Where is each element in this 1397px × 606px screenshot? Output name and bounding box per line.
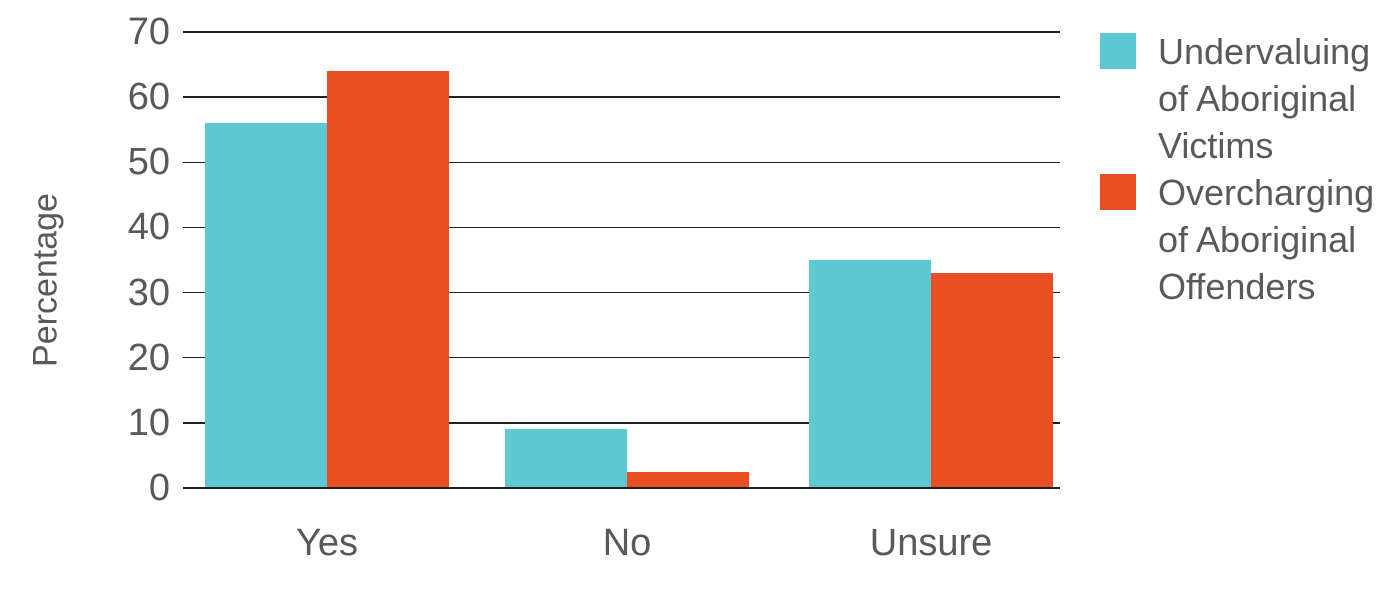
y-axis-tick-label: 40 (127, 206, 170, 249)
y-axis-tick-label: 10 (127, 401, 170, 444)
bar-unsure (809, 260, 931, 488)
bar-yes (205, 123, 327, 488)
bar-unsure (931, 273, 1053, 488)
x-axis-label-unsure: Unsure (869, 522, 993, 564)
legend-swatch (1100, 174, 1136, 210)
legend-label: Overcharging of Aboriginal Offenders (1158, 172, 1375, 307)
bar-group-unsure (809, 260, 1053, 488)
gridline-40 (183, 226, 1060, 229)
y-axis-tick-label: 70 (127, 11, 170, 53)
x-axis-label-yes: Yes (296, 522, 358, 564)
bar-yes (327, 71, 449, 488)
gridline-50 (183, 161, 1060, 164)
bar-no (627, 471, 749, 488)
y-axis-tick-label: 50 (127, 141, 170, 184)
gridline-60 (183, 96, 1060, 98)
bar-no (505, 429, 627, 488)
gridline-0 (183, 487, 1060, 489)
x-axis-label-no: No (602, 522, 652, 564)
gridline-20 (183, 356, 1060, 359)
gridline-70 (183, 31, 1060, 33)
legend: Undervaluing of Aboriginal Victims Overch… (1100, 28, 1397, 310)
legend-swatch (1100, 33, 1136, 69)
gridline-10 (183, 422, 1060, 424)
y-axis-tick-label: 60 (127, 76, 170, 119)
y-axis-tick-label: 0 (148, 467, 170, 509)
bar-group-yes (205, 71, 449, 488)
legend-label: Undervaluing of Aboriginal Victims (1158, 31, 1371, 166)
plot-area: Yes No Unsure (183, 31, 1060, 564)
bar-group-no (505, 429, 749, 488)
y-axis-tick-label: 30 (127, 271, 170, 314)
gridline-30 (183, 291, 1060, 294)
legend-entry-1: Overcharging of Aboriginal Offenders (1100, 169, 1397, 310)
y-axis-tick-label: 20 (127, 336, 170, 379)
y-tick-labels: 0 10 20 30 40 50 60 70 (0, 11, 170, 509)
legend-entry-0: Undervaluing of Aboriginal Victims (1100, 28, 1397, 169)
